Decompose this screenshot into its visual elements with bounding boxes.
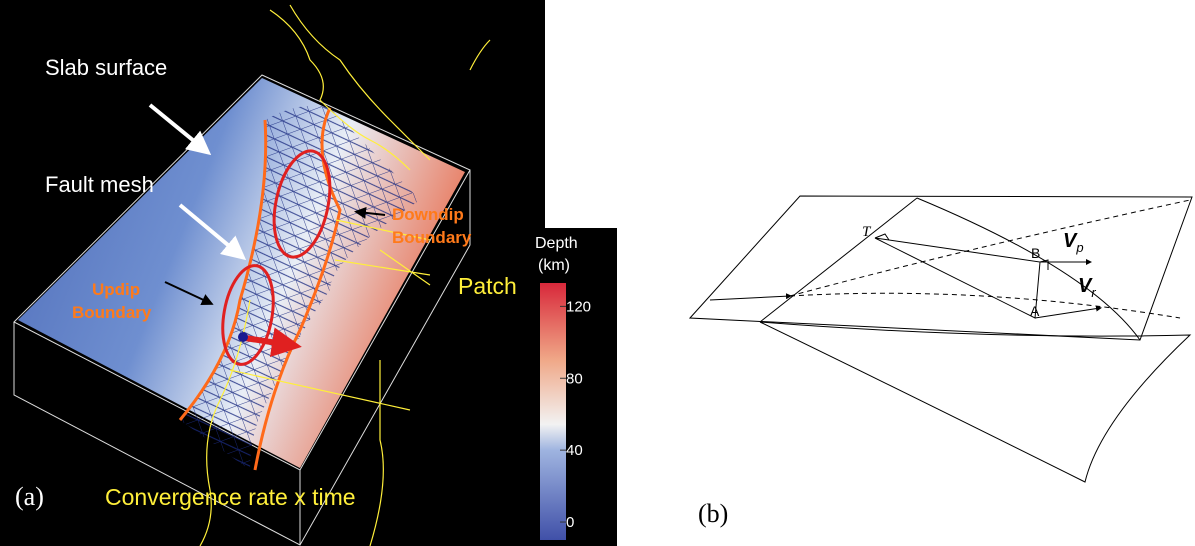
patch-label: Patch bbox=[458, 273, 517, 299]
slab-label: Slab surface bbox=[45, 55, 167, 80]
v-r: Vr bbox=[1078, 275, 1096, 300]
colorbar-tick-label: 120 bbox=[566, 298, 591, 315]
figure: Slab surface Fault mesh Downdip Boundary… bbox=[0, 0, 1195, 546]
colorbar-tick-label: 0 bbox=[566, 514, 574, 531]
colorbar-title: Depth bbox=[535, 235, 578, 252]
patch-center bbox=[238, 332, 248, 342]
point-a: A bbox=[1030, 303, 1040, 319]
v-p-sub: p bbox=[1075, 240, 1083, 255]
caption: Convergence rate x time bbox=[105, 484, 356, 510]
updip-label: Boundary bbox=[72, 303, 152, 322]
panel-label: (a) bbox=[15, 482, 44, 511]
updip-label: Updip bbox=[92, 280, 140, 299]
point-b: B bbox=[1031, 245, 1040, 261]
colorbar-tick-label: 40 bbox=[566, 442, 583, 459]
downdip-label: Downdip bbox=[392, 205, 464, 224]
v-p: Vp bbox=[1063, 230, 1084, 255]
colorbar-tick-label: 80 bbox=[566, 370, 583, 387]
colorbar bbox=[540, 283, 566, 540]
mesh-label: Fault mesh bbox=[45, 172, 154, 197]
point-t: T bbox=[862, 224, 872, 240]
v-r-sub: r bbox=[1091, 285, 1096, 300]
panel-label: (b) bbox=[698, 499, 728, 528]
downdip-label: Boundary bbox=[392, 228, 472, 247]
page: Slab surface Fault mesh Downdip Boundary… bbox=[0, 0, 1195, 546]
colorbar-unit: (km) bbox=[538, 257, 570, 274]
planes bbox=[690, 196, 1192, 482]
